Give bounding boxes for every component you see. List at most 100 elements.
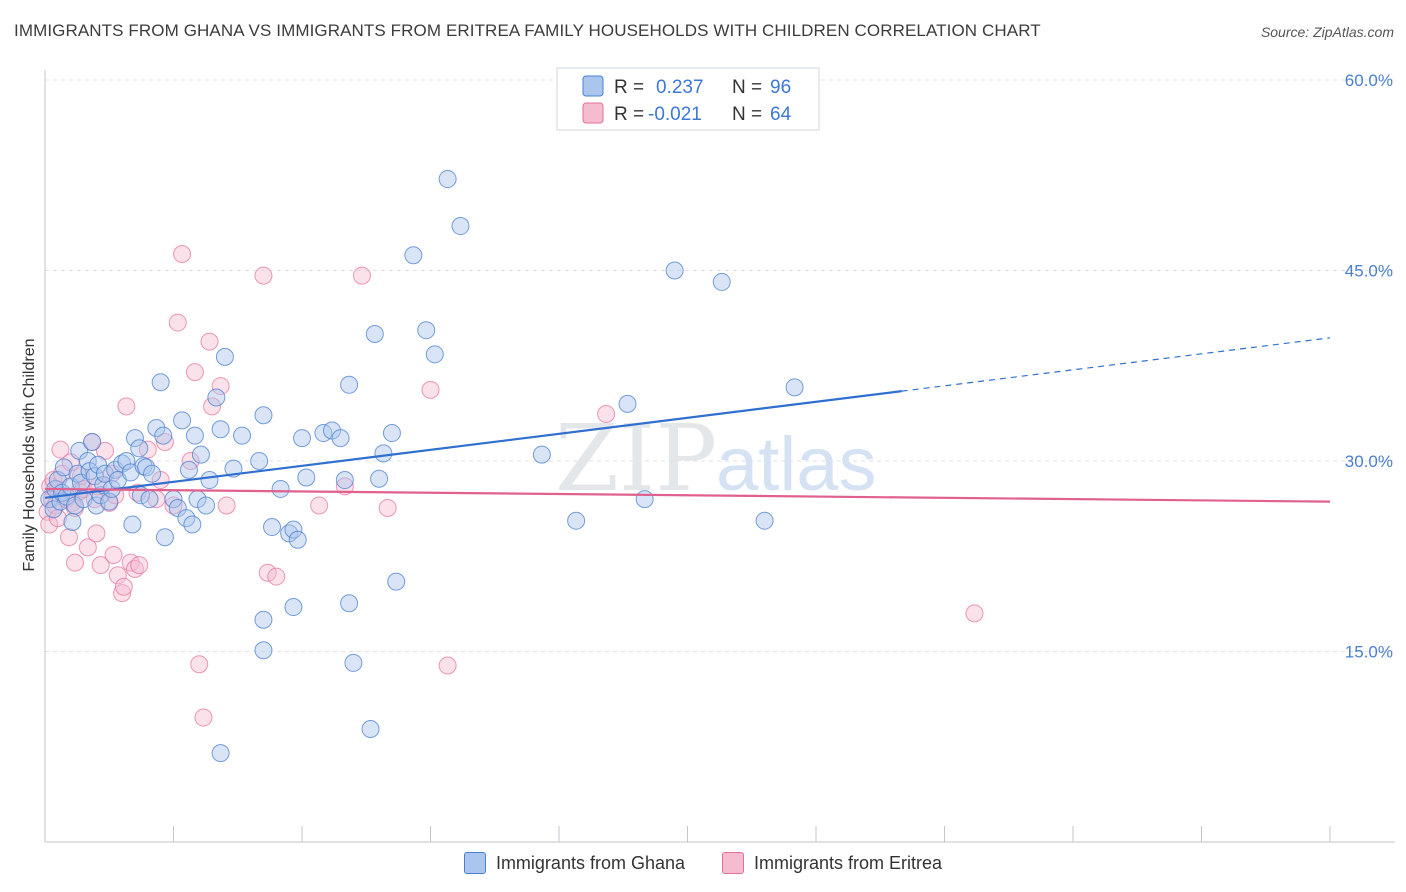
ghana-point bbox=[665, 261, 684, 280]
eritrea-point bbox=[155, 432, 174, 451]
eritrea-point bbox=[335, 477, 354, 496]
ghana-point bbox=[154, 426, 173, 445]
ghana-point bbox=[250, 452, 269, 470]
ghana-point bbox=[417, 321, 436, 340]
series-legend-label-eritrea: Immigrants from Eritrea bbox=[754, 852, 943, 873]
ghana-point bbox=[197, 496, 216, 515]
ghana-point bbox=[365, 325, 384, 343]
eritrea-point bbox=[200, 332, 219, 351]
stats-legend: R = 0.237 N = 96 R = -0.021 N = 64 bbox=[556, 67, 820, 131]
ghana-point bbox=[191, 445, 210, 464]
eritrea-point bbox=[258, 563, 277, 582]
ghana-point bbox=[117, 452, 136, 470]
ghana-point bbox=[335, 471, 354, 490]
eritrea-point bbox=[254, 266, 273, 285]
legend-n-label-eritrea: N = bbox=[732, 104, 762, 125]
eritrea-point bbox=[203, 397, 222, 416]
ghana-point bbox=[382, 424, 401, 443]
ghana-point bbox=[143, 464, 162, 483]
ghana-point bbox=[438, 170, 457, 189]
ghana-point bbox=[331, 429, 350, 448]
ghana-point bbox=[370, 469, 389, 488]
eritrea-point bbox=[104, 545, 123, 564]
ghana-point bbox=[140, 490, 159, 509]
series-legend-swatch-eritrea bbox=[722, 852, 745, 874]
ghana-point bbox=[374, 444, 393, 463]
grid-lines bbox=[45, 79, 1395, 652]
eritrea-point bbox=[597, 405, 616, 424]
ghana-point bbox=[233, 426, 252, 445]
ghana-point bbox=[211, 744, 230, 763]
ghana-point bbox=[254, 641, 273, 660]
y-tick-label: 30.0% bbox=[1345, 452, 1393, 471]
watermark-atlas: atlas bbox=[716, 422, 877, 507]
eritrea-point bbox=[267, 567, 286, 586]
ghana-point bbox=[44, 500, 63, 519]
eritrea-point bbox=[190, 655, 209, 674]
series-legend: Immigrants from Ghana Immigrants from Er… bbox=[0, 852, 1406, 879]
y-tick-label: 45.0% bbox=[1345, 262, 1393, 281]
ghana-point bbox=[340, 375, 359, 394]
chart-title: IMMIGRANTS FROM GHANA VS IMMIGRANTS FROM… bbox=[14, 21, 1041, 40]
legend-swatch-eritrea bbox=[582, 102, 604, 124]
ghana-point bbox=[755, 511, 774, 530]
ghana-point bbox=[404, 246, 423, 265]
ghana-point bbox=[63, 512, 82, 531]
eritrea-point bbox=[378, 498, 397, 517]
series-legend-swatch-ghana bbox=[463, 852, 486, 874]
eritrea-point bbox=[965, 604, 984, 623]
y-tick-label: 60.0% bbox=[1345, 71, 1393, 90]
ghana-point bbox=[567, 511, 586, 530]
ghana-point bbox=[130, 439, 149, 458]
eritrea-point bbox=[91, 556, 110, 575]
eritrea-point bbox=[194, 708, 213, 727]
eritrea-point bbox=[117, 397, 136, 416]
ghana-point bbox=[254, 610, 273, 629]
ghana-point bbox=[387, 572, 406, 591]
eritrea-point bbox=[65, 553, 84, 572]
ghana-point bbox=[211, 420, 230, 439]
ghana-trend-line bbox=[44, 390, 902, 499]
ghana-point bbox=[532, 445, 551, 464]
ghana-point bbox=[185, 426, 204, 445]
series-legend-eritrea: Immigrants from Eritrea bbox=[722, 852, 942, 874]
eritrea-point bbox=[114, 577, 133, 596]
ghana-point bbox=[297, 468, 316, 487]
ghana-point bbox=[284, 598, 303, 617]
ghana-point bbox=[151, 373, 170, 392]
eritrea-point bbox=[211, 377, 230, 396]
ghana-point bbox=[254, 406, 273, 425]
ghana-point bbox=[83, 432, 102, 451]
ghana-point bbox=[635, 490, 654, 509]
ghana-point bbox=[183, 515, 202, 534]
ghana-point bbox=[89, 455, 108, 474]
y-tick-labels: 15.0% 30.0% 45.0% 60.0% bbox=[1345, 71, 1393, 662]
eritrea-point bbox=[421, 380, 440, 399]
legend-n-value-ghana: 96 bbox=[770, 77, 791, 98]
ghana-point bbox=[263, 518, 282, 537]
ghana-point bbox=[293, 429, 311, 448]
ghana-point bbox=[123, 515, 142, 534]
eritrea-point bbox=[173, 244, 192, 263]
ghana-series-points bbox=[40, 170, 804, 763]
ghana-point bbox=[712, 272, 731, 291]
ghana-point bbox=[125, 429, 144, 448]
ghana-point bbox=[361, 719, 380, 738]
ghana-point bbox=[147, 418, 166, 437]
legend-swatch-ghana bbox=[582, 75, 604, 97]
eritrea-point bbox=[310, 496, 329, 515]
ghana-point bbox=[179, 460, 198, 479]
source-credit: Source: ZipAtlas.com bbox=[1260, 24, 1394, 40]
ghana-point bbox=[200, 471, 219, 490]
legend-n-value-eritrea: 64 bbox=[770, 104, 792, 125]
legend-r-value-ghana: 0.237 bbox=[656, 77, 704, 98]
ghana-point bbox=[173, 411, 192, 430]
ghana-point bbox=[340, 594, 359, 613]
eritrea-point bbox=[217, 496, 236, 515]
ghana-point bbox=[284, 520, 303, 539]
ghana-point bbox=[215, 347, 234, 366]
ghana-trend-extension bbox=[901, 337, 1331, 392]
eritrea-point bbox=[185, 363, 204, 382]
y-tick-label: 15.0% bbox=[1345, 643, 1393, 662]
ghana-point bbox=[207, 388, 226, 407]
